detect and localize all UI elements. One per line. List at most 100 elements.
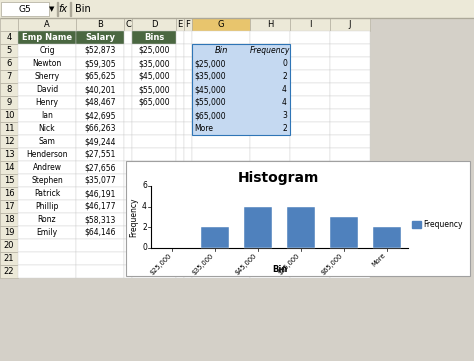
Bar: [250, 18, 290, 31]
Bar: [132, 122, 176, 135]
Bar: [76, 187, 124, 200]
Bar: [192, 200, 250, 213]
Text: $27,551: $27,551: [84, 150, 116, 159]
Bar: [70, 2, 71, 16]
Text: G5: G5: [18, 4, 31, 13]
Bar: [176, 135, 184, 148]
Bar: [76, 57, 124, 70]
Text: 14: 14: [4, 163, 14, 172]
Bar: [250, 174, 290, 187]
Bar: [0, 161, 18, 174]
Bar: [290, 18, 330, 31]
Bar: [18, 31, 76, 44]
Bar: [0, 17, 474, 18]
Bar: [124, 187, 132, 200]
Text: More: More: [194, 124, 213, 133]
Text: Bin: Bin: [214, 46, 228, 55]
Text: Bin: Bin: [272, 265, 287, 274]
Bar: [290, 200, 330, 213]
Bar: [76, 226, 124, 239]
Bar: [290, 135, 330, 148]
Bar: [18, 226, 76, 239]
Bar: [250, 239, 290, 252]
Bar: [124, 213, 132, 226]
Bar: [176, 96, 184, 109]
Text: 20: 20: [4, 241, 14, 250]
Bar: [132, 200, 176, 213]
Bar: [184, 31, 192, 44]
Text: $42,695: $42,695: [84, 111, 116, 120]
Text: $55,000: $55,000: [194, 98, 226, 107]
Bar: [124, 31, 132, 44]
Bar: [0, 200, 18, 213]
Bar: [0, 135, 18, 148]
Text: Patrick: Patrick: [34, 189, 60, 198]
Bar: [176, 148, 184, 161]
Bar: [192, 226, 250, 239]
Bar: [330, 217, 358, 248]
Bar: [330, 226, 370, 239]
Bar: [18, 239, 76, 252]
Bar: [330, 148, 370, 161]
Bar: [192, 213, 250, 226]
Bar: [176, 83, 184, 96]
Bar: [76, 122, 124, 135]
Text: $52,873: $52,873: [84, 46, 116, 55]
Text: $55,000: $55,000: [138, 85, 170, 94]
Text: $46,177: $46,177: [84, 202, 116, 211]
Bar: [290, 148, 330, 161]
Bar: [0, 226, 18, 239]
Bar: [0, 57, 18, 70]
Text: Sherry: Sherry: [35, 72, 60, 81]
Text: $65,000: $65,000: [320, 252, 344, 275]
Bar: [412, 221, 421, 228]
Bar: [0, 265, 18, 278]
Bar: [18, 200, 76, 213]
Bar: [76, 161, 124, 174]
Text: $64,146: $64,146: [84, 228, 116, 237]
Bar: [18, 83, 76, 96]
Text: A: A: [44, 20, 50, 29]
Bar: [132, 187, 176, 200]
Text: Stephen: Stephen: [31, 176, 63, 185]
Text: 22: 22: [4, 267, 14, 276]
Bar: [132, 18, 176, 31]
Bar: [0, 174, 18, 187]
Bar: [192, 18, 250, 31]
Bar: [18, 135, 76, 148]
Text: Phillip: Phillip: [35, 202, 59, 211]
Bar: [124, 96, 132, 109]
Bar: [18, 18, 76, 31]
Bar: [192, 83, 250, 96]
Bar: [290, 174, 330, 187]
Text: $35,000: $35,000: [138, 59, 170, 68]
Text: Sam: Sam: [38, 137, 55, 146]
Text: 4: 4: [142, 202, 147, 211]
Text: $35,000: $35,000: [194, 72, 226, 81]
Bar: [176, 109, 184, 122]
Bar: [330, 252, 370, 265]
Bar: [330, 44, 370, 57]
Bar: [192, 57, 250, 70]
Text: B: B: [97, 20, 103, 29]
Bar: [76, 18, 124, 31]
Bar: [184, 148, 192, 161]
Bar: [250, 83, 290, 96]
Bar: [76, 96, 124, 109]
Bar: [184, 44, 192, 57]
Bar: [192, 31, 250, 44]
Text: $45,000: $45,000: [194, 85, 226, 94]
Bar: [201, 227, 229, 248]
Bar: [132, 239, 176, 252]
Text: $40,201: $40,201: [84, 85, 116, 94]
Bar: [132, 70, 176, 83]
Bar: [176, 44, 184, 57]
Bar: [250, 252, 290, 265]
Bar: [124, 161, 132, 174]
Text: 0: 0: [142, 244, 147, 252]
Text: Henderson: Henderson: [26, 150, 68, 159]
Bar: [184, 252, 192, 265]
Bar: [124, 200, 132, 213]
Bar: [290, 239, 330, 252]
Text: Frequency: Frequency: [423, 220, 463, 229]
